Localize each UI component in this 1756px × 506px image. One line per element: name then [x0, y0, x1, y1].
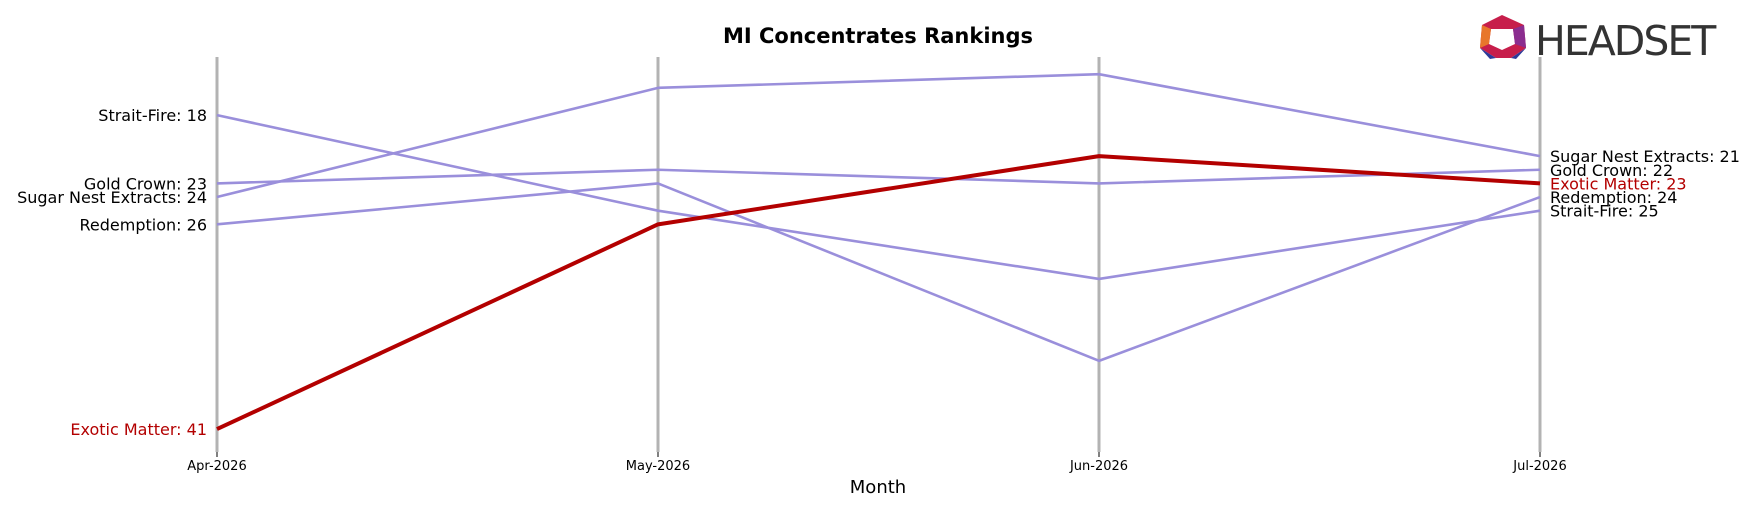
chart-title: MI Concentrates Rankings	[723, 24, 1033, 48]
start-label: Redemption: 26	[80, 215, 207, 234]
end-label: Gold Crown: 22	[1550, 161, 1673, 180]
series-line-exotic-matter	[216, 154, 1541, 431]
x-tick-label: Apr-2026	[187, 459, 246, 474]
start-label: Sugar Nest Extracts: 24	[17, 188, 207, 207]
headset-logo-mark	[1480, 15, 1526, 59]
end-label: Sugar Nest Extracts: 21	[1550, 147, 1740, 166]
series-line-redemption	[216, 182, 1541, 363]
headset-logo: HEADSET	[1480, 15, 1719, 65]
end-label: Exotic Matter: 23	[1550, 174, 1687, 193]
series-line-gold-crown	[216, 168, 1541, 185]
start-label: Exotic Matter: 41	[70, 420, 207, 439]
x-tick-label: May-2026	[626, 459, 690, 474]
x-tick-label: Jul-2026	[1512, 459, 1566, 474]
end-label: Strait-Fire: 25	[1550, 202, 1659, 221]
end-label: Redemption: 24	[1550, 188, 1677, 207]
headset-logo-text: HEADSET	[1535, 17, 1717, 65]
start-label: Gold Crown: 23	[84, 174, 207, 193]
x-axis-label: Month	[850, 477, 906, 498]
x-tick-label: Jun-2026	[1069, 459, 1128, 474]
x-axis-ticks: Apr-2026 May-2026 Jun-2026 Jul-2026	[187, 452, 1567, 474]
series-line-strait-fire	[216, 113, 1541, 281]
month-gridlines	[215, 57, 1542, 452]
start-label: Strait-Fire: 18	[98, 106, 207, 125]
series-line-sugar-nest-extracts	[216, 72, 1541, 199]
series-lines	[216, 72, 1541, 431]
